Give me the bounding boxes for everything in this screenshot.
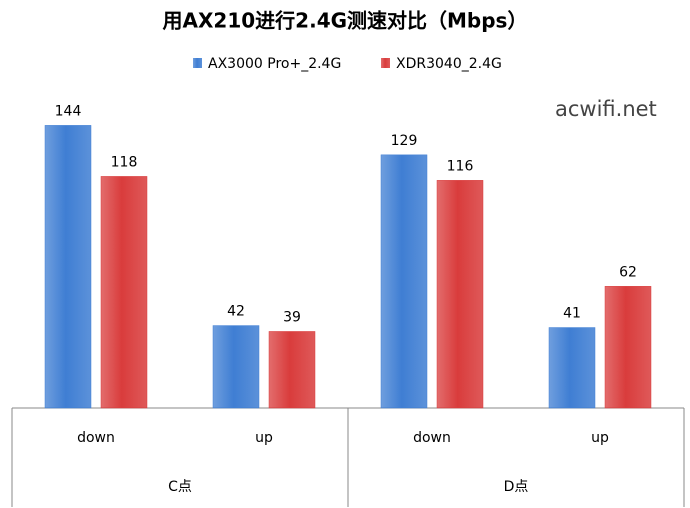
x-tick-label: down xyxy=(77,430,115,446)
bar xyxy=(212,325,260,409)
value-label: 39 xyxy=(283,309,301,325)
bar xyxy=(380,154,428,409)
value-label: 41 xyxy=(563,306,581,322)
group-label: C点 xyxy=(168,479,192,495)
bar xyxy=(268,331,316,409)
value-label: 118 xyxy=(111,154,138,170)
x-tick-label: up xyxy=(591,430,609,446)
value-label: 42 xyxy=(227,304,245,320)
watermark: acwifi.net xyxy=(555,97,657,121)
group-label: D点 xyxy=(504,479,529,495)
value-label: 62 xyxy=(619,264,637,280)
chart-title: 用AX210进行2.4G测速对比（Mbps） xyxy=(163,9,528,33)
value-label: 144 xyxy=(55,103,82,119)
x-tick-label: down xyxy=(413,430,451,446)
bar xyxy=(604,286,652,409)
value-label: 116 xyxy=(447,158,474,174)
x-tick-label: up xyxy=(255,430,273,446)
bar xyxy=(44,125,92,409)
legend-swatch xyxy=(193,58,202,68)
value-label: 129 xyxy=(391,133,418,149)
bar xyxy=(100,176,148,409)
bar xyxy=(436,180,484,409)
bar xyxy=(548,327,596,409)
legend-swatch xyxy=(381,58,390,68)
legend-label: AX3000 Pro+_2.4G xyxy=(208,56,341,72)
legend-label: XDR3040_2.4G xyxy=(396,56,502,72)
